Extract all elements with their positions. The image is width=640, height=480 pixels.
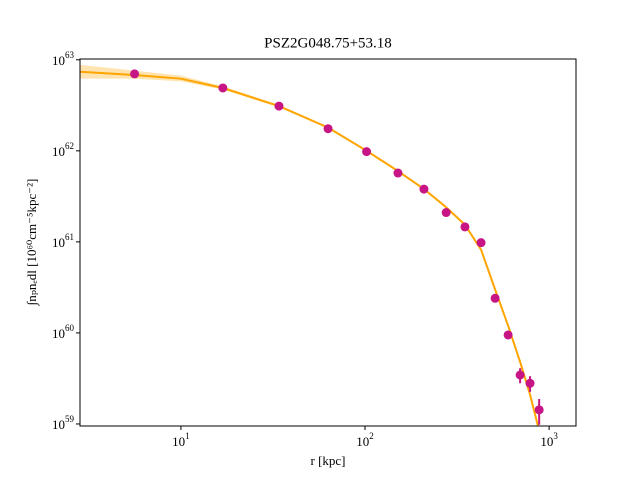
x-tick-label: 102 — [356, 431, 374, 449]
data-point — [534, 405, 544, 415]
y-tick-label: 1060 — [52, 323, 75, 341]
data-point — [441, 208, 451, 218]
y-axis-label: ∫nₚnₑdl [10⁶⁰cm⁻⁵kpc⁻²] — [24, 179, 40, 307]
data-point — [460, 222, 470, 232]
data-point — [130, 69, 140, 79]
y-tick-label: 1061 — [52, 232, 74, 250]
data-point — [515, 370, 525, 380]
data-point — [218, 83, 228, 93]
x-axis-label: r [kpc] — [310, 453, 345, 468]
y-tick-label: 1059 — [52, 414, 75, 432]
data-point — [490, 293, 500, 303]
data-point — [393, 168, 403, 178]
axes-frame — [79, 58, 577, 427]
x-tick-label: 101 — [172, 431, 190, 449]
x-tick-label: 103 — [540, 431, 558, 449]
data-point — [362, 147, 372, 157]
data-point — [503, 330, 513, 340]
data-point — [419, 184, 429, 194]
data-point — [525, 378, 535, 388]
y-tick-label: 1062 — [52, 141, 74, 159]
plot-area — [80, 64, 544, 426]
chart-title: PSZ2G048.75+53.18 — [264, 35, 392, 51]
data-point — [323, 124, 333, 134]
y-tick-label: 1063 — [52, 50, 75, 68]
data-point — [274, 101, 284, 111]
data-point — [476, 238, 486, 248]
